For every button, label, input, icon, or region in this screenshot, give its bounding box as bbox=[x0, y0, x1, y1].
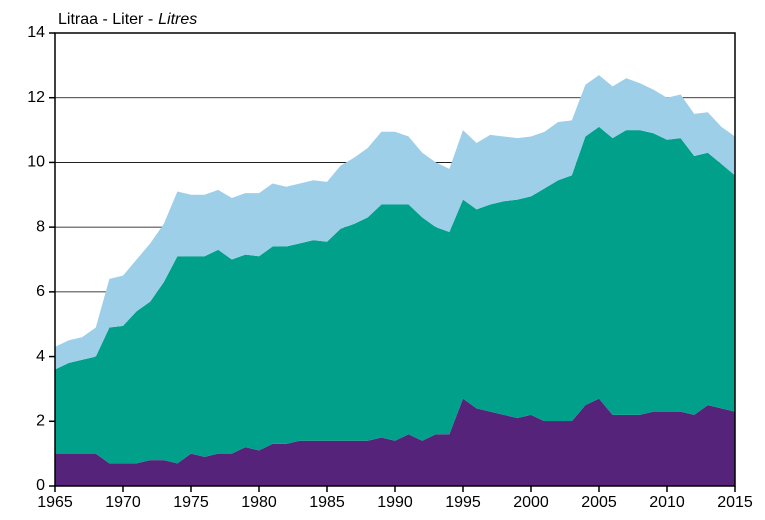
x-tick-label: 2015 bbox=[717, 494, 753, 511]
x-tick-label: 1980 bbox=[241, 494, 277, 511]
x-tick-label: 2010 bbox=[649, 494, 685, 511]
x-tick-label: 2000 bbox=[513, 494, 549, 511]
area bbox=[55, 126, 735, 464]
x-tick-label: 1975 bbox=[173, 494, 209, 511]
axis-label-italic: Litres bbox=[158, 11, 197, 28]
y-tick-label: 8 bbox=[36, 218, 45, 235]
y-tick-label: 0 bbox=[36, 477, 45, 494]
area bbox=[55, 398, 735, 486]
x-tick-label: 1985 bbox=[309, 494, 345, 511]
y-tick-label: 2 bbox=[36, 413, 45, 430]
y-tick-label: 6 bbox=[36, 283, 45, 300]
y-tick-label: 4 bbox=[36, 348, 45, 365]
x-tick-label: 1965 bbox=[37, 494, 73, 511]
x-tick-label: 1970 bbox=[105, 494, 141, 511]
axis-label-plain: Litraa - Liter - bbox=[58, 11, 153, 28]
x-tick-label: 1990 bbox=[377, 494, 413, 511]
x-tick-label: 1995 bbox=[445, 494, 481, 511]
y-tick-label: 12 bbox=[27, 89, 45, 106]
y-tick-label: 10 bbox=[27, 154, 45, 171]
axis-label: Litraa - Liter - Litres bbox=[58, 11, 197, 28]
area bbox=[55, 75, 735, 370]
y-tick-label: 14 bbox=[27, 24, 45, 41]
x-tick-label: 2005 bbox=[581, 494, 617, 511]
